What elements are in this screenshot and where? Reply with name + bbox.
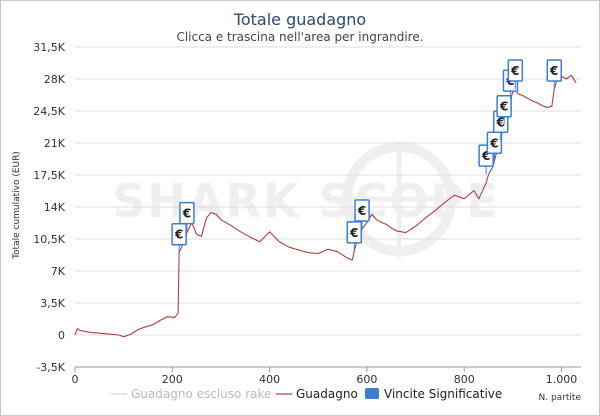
x-tick-label: 800 [454,373,475,386]
y-tick-label: 0 [58,329,65,342]
significant-win-marker[interactable]: € [496,94,512,125]
euro-icon: € [182,207,191,221]
legend-item-guadagno[interactable]: Guadagno [276,387,358,401]
significant-win-marker[interactable]: € [171,222,187,253]
y-tick-label: 3,5K [40,297,65,310]
x-axis-ticks: 0 200 400 600 800 1.000 [72,367,578,386]
significant-win-marker[interactable]: € [354,199,370,229]
y-tick-label: 28K [44,73,66,86]
significant-win-marker[interactable]: € [346,221,363,251]
euro-icon: € [510,64,519,78]
x-tick-label: 200 [162,373,183,386]
y-tick-label: 7K [51,265,66,278]
watermark: SHARK SCOPE [112,141,498,257]
legend-item-vincite-significative[interactable]: Vincite Significative [365,387,502,401]
euro-icon: € [496,115,505,129]
x-tick-label: 600 [356,373,377,386]
euro-icon: € [357,204,366,218]
y-tick-label: 17,5K [33,169,65,182]
marker-flag [179,201,195,225]
y-tick-label: -3,5K [36,361,65,374]
y-axis-label: Totale cumulativo (EUR) [12,151,22,260]
legend: Guadagno escluso rake Guadagno Vincite S… [111,387,502,401]
significant-win-marker[interactable]: € [546,59,562,90]
marker-flag [354,199,370,222]
x-tick-label: 400 [259,373,280,386]
euro-icon: € [499,100,508,114]
marker-flag [496,94,512,118]
marker-flag [546,59,562,82]
chart-subtitle: Clicca e trascina nell'area per ingrandi… [176,30,423,44]
y-axis-ticks: -3,5K 0 3,5K 7K 10,5K 14K 17,5K 21K 24,5K 28K 31,5… [33,41,65,374]
euro-icon: € [549,64,558,78]
significant-win-marker[interactable]: € [507,59,524,90]
y-tick-label: 21K [44,137,66,150]
significant-win-marker[interactable]: € [179,201,195,232]
y-tick-label: 14K [44,201,66,214]
marker-flag [171,222,187,246]
y-tick-label: 31,5K [33,41,65,54]
legend-label-guadagno-escluso-rake: Guadagno escluso rake [131,387,271,401]
marker-flag [346,221,363,244]
x-tick-label: 0 [72,373,79,386]
legend-label-guadagno: Guadagno [296,387,358,401]
euro-icon: € [481,149,490,163]
x-axis-label: N. partite [539,393,582,403]
marker-flag [507,59,524,82]
euro-icon: € [489,136,498,150]
y-tick-label: 24,5K [33,105,65,118]
significant-wins-markers[interactable]: €€€€€€€€€€€ [171,59,562,253]
euro-icon: € [349,226,358,240]
legend-box-blue [365,388,379,399]
grid [75,46,581,368]
legend-item-guadagno-escluso-rake[interactable]: Guadagno escluso rake [111,387,271,401]
euro-icon: € [174,228,183,242]
chart-title: Totale guadagno [233,10,366,29]
legend-label-vincite-significative: Vincite Significative [384,387,502,401]
y-tick-label: 10,5K [33,233,65,246]
x-tick-label: 1.000 [546,373,578,386]
